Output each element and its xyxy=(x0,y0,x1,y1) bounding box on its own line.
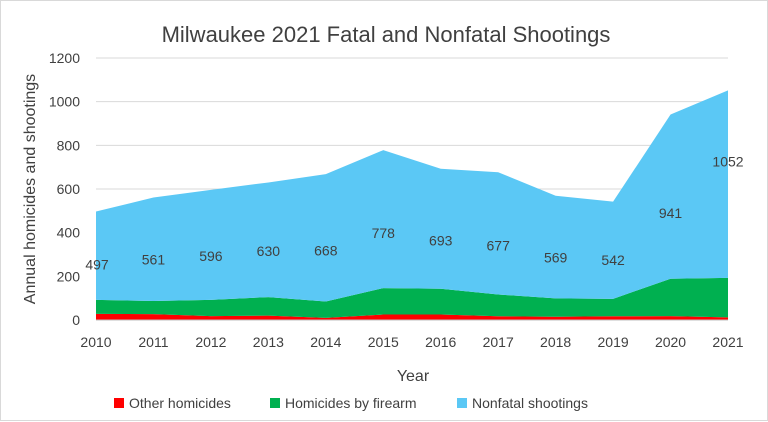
data-label: 497 xyxy=(85,257,109,273)
data-label: 677 xyxy=(487,238,511,254)
x-tick-label: 2011 xyxy=(138,334,168,350)
x-tick-label: 2016 xyxy=(425,334,456,350)
y-tick-label: 1000 xyxy=(49,94,80,110)
legend-swatch xyxy=(114,398,124,408)
y-tick-label: 400 xyxy=(57,225,81,241)
x-tick-label: 2014 xyxy=(310,334,341,350)
y-tick-label: 0 xyxy=(72,312,80,328)
x-tick-label: 2015 xyxy=(368,334,399,350)
y-tick-label: 800 xyxy=(57,137,81,153)
legend: Other homicides Homicides by firearm Nonfa… xyxy=(114,395,588,411)
data-label: 630 xyxy=(257,243,281,259)
x-tick-label: 2017 xyxy=(483,334,514,350)
data-label: 596 xyxy=(199,248,223,264)
data-label: 941 xyxy=(659,205,683,221)
y-tick-label: 200 xyxy=(57,268,81,284)
x-tick-label: 2013 xyxy=(253,334,284,350)
data-label: 1052 xyxy=(712,154,743,170)
area-series-3 xyxy=(96,90,728,302)
y-tick-labels: 0 200 400 600 800 1000 1200 xyxy=(49,50,80,328)
legend-label: Nonfatal shootings xyxy=(472,395,588,411)
x-tick-label: 2021 xyxy=(712,334,743,350)
x-tick-label: 2010 xyxy=(80,334,111,350)
area-series-1 xyxy=(96,313,728,320)
legend-swatch xyxy=(270,398,280,408)
x-tick-label: 2020 xyxy=(655,334,686,350)
data-label: 668 xyxy=(314,243,338,259)
legend-label: Homicides by firearm xyxy=(285,395,416,411)
data-label: 778 xyxy=(372,225,396,241)
legend-label: Other homicides xyxy=(129,395,231,411)
y-axis-title: Annual homicides and shootings xyxy=(22,74,39,304)
data-label: 542 xyxy=(601,252,625,268)
area-series xyxy=(96,90,728,320)
y-tick-label: 1200 xyxy=(49,50,80,66)
data-label: 569 xyxy=(544,249,568,265)
data-label: 693 xyxy=(429,233,453,249)
y-tick-label: 600 xyxy=(57,181,81,197)
x-axis-title: Year xyxy=(397,368,430,385)
x-tick-labels: 2010 2011 2012 2013 2014 2015 2016 2017 2018 2019… xyxy=(80,334,743,350)
data-label: 561 xyxy=(142,252,166,268)
data-labels: 497 561 596 630 668 778 693 677 569 542 941 1052 xyxy=(85,154,743,273)
x-tick-label: 2018 xyxy=(540,334,571,350)
x-tick-label: 2012 xyxy=(195,334,226,350)
x-tick-label: 2019 xyxy=(598,334,629,350)
chart-title: Milwaukee 2021 Fatal and Nonfatal Shooti… xyxy=(162,22,611,47)
legend-swatch xyxy=(457,398,467,408)
area-series-2 xyxy=(96,277,728,318)
